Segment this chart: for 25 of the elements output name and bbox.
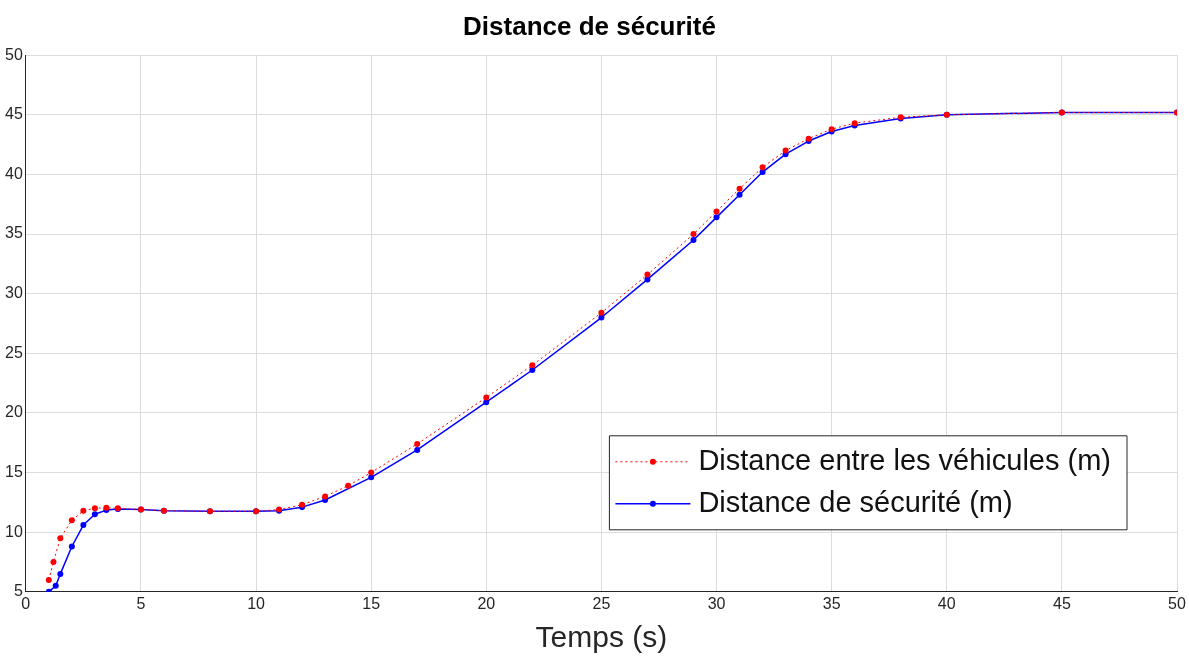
y-tick-label: 50 bbox=[5, 45, 23, 63]
y-tick-label: 20 bbox=[5, 403, 23, 421]
x-tick-label: 0 bbox=[21, 594, 31, 612]
x-tick-label: 30 bbox=[707, 594, 726, 612]
x-tick-label: 15 bbox=[362, 594, 381, 612]
x-tick-label: 35 bbox=[822, 594, 841, 612]
x-tick-label: 5 bbox=[136, 594, 146, 612]
y-tick-label: 10 bbox=[5, 522, 23, 540]
y-tick-label: 40 bbox=[5, 164, 23, 182]
chart-title: Distance de sécurité bbox=[463, 10, 716, 41]
legend-label: Distance de sécurité (m) bbox=[698, 485, 1013, 518]
y-tick-label: 45 bbox=[5, 105, 23, 123]
y-tick-label: 15 bbox=[5, 462, 23, 480]
legend-label: Distance entre les véhicules (m) bbox=[698, 443, 1112, 476]
y-tick-label: 25 bbox=[5, 343, 23, 361]
y-tick-label: 35 bbox=[5, 224, 23, 242]
x-tick-label: 10 bbox=[247, 594, 266, 612]
x-tick-label: 45 bbox=[1052, 594, 1071, 612]
y-tick-label: 30 bbox=[5, 284, 23, 302]
x-tick-label: 25 bbox=[592, 594, 611, 612]
y-tick-label: 5 bbox=[13, 582, 23, 600]
x-axis-title: Temps (s) bbox=[535, 620, 668, 654]
x-tick-label: 40 bbox=[937, 594, 956, 612]
x-tick-label: 50 bbox=[1168, 594, 1186, 612]
x-tick-label: 20 bbox=[477, 594, 496, 612]
